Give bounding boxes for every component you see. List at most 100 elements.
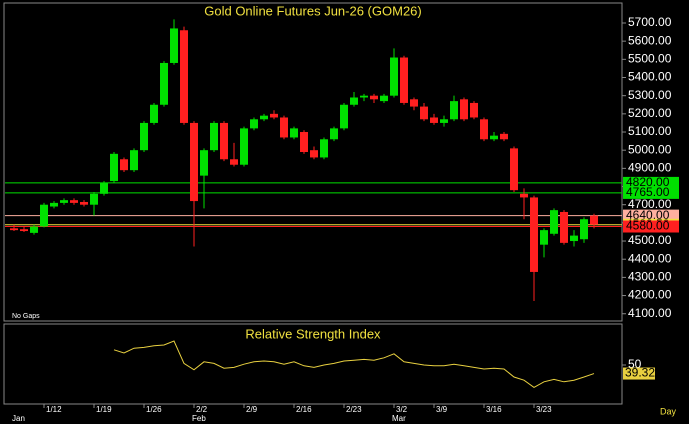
y-tick-label: 5000.00: [628, 142, 672, 156]
candle-body: [100, 182, 108, 194]
candle-body: [110, 153, 118, 182]
candle-body: [420, 106, 428, 120]
candle-body: [30, 226, 38, 233]
y-tick-label: 5700.00: [628, 15, 672, 29]
x-tick-label: 1/12: [46, 405, 62, 414]
candle-body: [270, 113, 278, 118]
candle-body: [360, 95, 368, 98]
y-tick-label: 5200.00: [628, 106, 672, 120]
candle-body: [350, 97, 358, 105]
level-box: [623, 176, 679, 189]
y-tick-label: 4900.00: [628, 161, 672, 175]
candle-body: [80, 201, 88, 205]
x-unit: Day: [660, 406, 677, 416]
y-tick-label: 5300.00: [628, 88, 672, 102]
candle-body: [280, 117, 288, 138]
level-box: [623, 209, 679, 222]
x-tick-label: 2/9: [246, 405, 258, 414]
candle-body: [90, 193, 98, 205]
level-box: [623, 186, 679, 199]
price-panel: [3, 2, 623, 322]
y-tick-label: 4700.00: [628, 197, 672, 211]
month-label: Jan: [12, 414, 25, 423]
candle-body: [530, 197, 538, 272]
candle-body: [210, 122, 218, 151]
candle-body: [10, 228, 18, 231]
month-label: Feb: [192, 414, 206, 423]
y-tick-label: 5400.00: [628, 70, 672, 84]
candle-body: [460, 99, 468, 120]
y-tick-label: 5500.00: [628, 52, 672, 66]
indicator-last-label: 39.32: [625, 366, 655, 380]
x-tick-label: 1/19: [96, 405, 112, 414]
candle-body: [180, 30, 188, 123]
candle-body: [400, 57, 408, 103]
x-tick-label: 3/23: [536, 405, 552, 414]
level-label: 4580.00: [626, 219, 670, 233]
x-tick-label: 3/9: [436, 405, 448, 414]
subtitle: No Gaps: [12, 313, 40, 320]
x-tick-label: 3/16: [486, 405, 502, 414]
candle-body: [340, 104, 348, 129]
level-label: 4765.00: [626, 185, 670, 199]
x-tick-label: 3/2: [396, 405, 408, 414]
indicator-last-box: [623, 367, 655, 380]
candle-body: [550, 210, 558, 234]
candle-body: [240, 128, 248, 165]
y-tick-label: 4500.00: [628, 233, 672, 247]
candle-body: [440, 119, 448, 123]
y-tick-label: 4100.00: [628, 306, 672, 320]
candle-body: [380, 95, 388, 102]
candle-body: [60, 200, 68, 203]
candle-body: [140, 122, 148, 151]
indicator-title: Relative Strength Index: [245, 326, 381, 341]
candle-body: [520, 193, 528, 198]
candle-body: [570, 235, 578, 242]
y-tick-label: 4300.00: [628, 270, 672, 284]
month-label: Mar: [392, 414, 406, 423]
candle-body: [430, 117, 438, 123]
level-box: [623, 220, 679, 233]
candle-body: [120, 159, 128, 171]
level-label: 4640.00: [626, 208, 670, 222]
y-tick-label: 5100.00: [628, 124, 672, 138]
x-tick-label: 2/2: [196, 405, 208, 414]
y-tick-label: 4400.00: [628, 251, 672, 265]
chart-title: Gold Online Futures Jun-26 (GOM26): [204, 3, 421, 18]
candle-body: [300, 132, 308, 153]
y-tick-label: 5600.00: [628, 33, 672, 47]
candle-body: [590, 215, 598, 225]
candle-body: [50, 202, 58, 207]
candle-body: [390, 57, 398, 96]
candle-body: [510, 148, 518, 191]
candle-body: [260, 115, 268, 120]
candle-body: [230, 159, 238, 165]
candle-body: [450, 101, 458, 120]
candle-body: [490, 135, 498, 140]
candle-body: [190, 122, 198, 202]
candle-body: [330, 128, 338, 140]
candle-body: [290, 128, 298, 138]
candle-body: [310, 150, 318, 158]
candle-body: [70, 200, 78, 203]
candle-body: [370, 95, 378, 100]
candle-body: [250, 119, 258, 129]
candle-body: [480, 119, 488, 140]
candle-body: [150, 104, 158, 123]
candle-body: [500, 133, 508, 140]
x-tick-label: 2/16: [296, 405, 312, 414]
candle-body: [170, 28, 178, 63]
candle-body: [20, 229, 28, 232]
candle-body: [220, 122, 228, 160]
candle-body: [200, 150, 208, 176]
candle-body: [320, 139, 328, 158]
candle-body: [40, 204, 48, 227]
candle-body: [560, 211, 568, 243]
candle-body: [540, 230, 548, 245]
candle-body: [130, 150, 138, 171]
candle-body: [580, 219, 588, 240]
y-tick-label: 4200.00: [628, 288, 672, 302]
x-tick-label: 1/26: [146, 405, 162, 414]
